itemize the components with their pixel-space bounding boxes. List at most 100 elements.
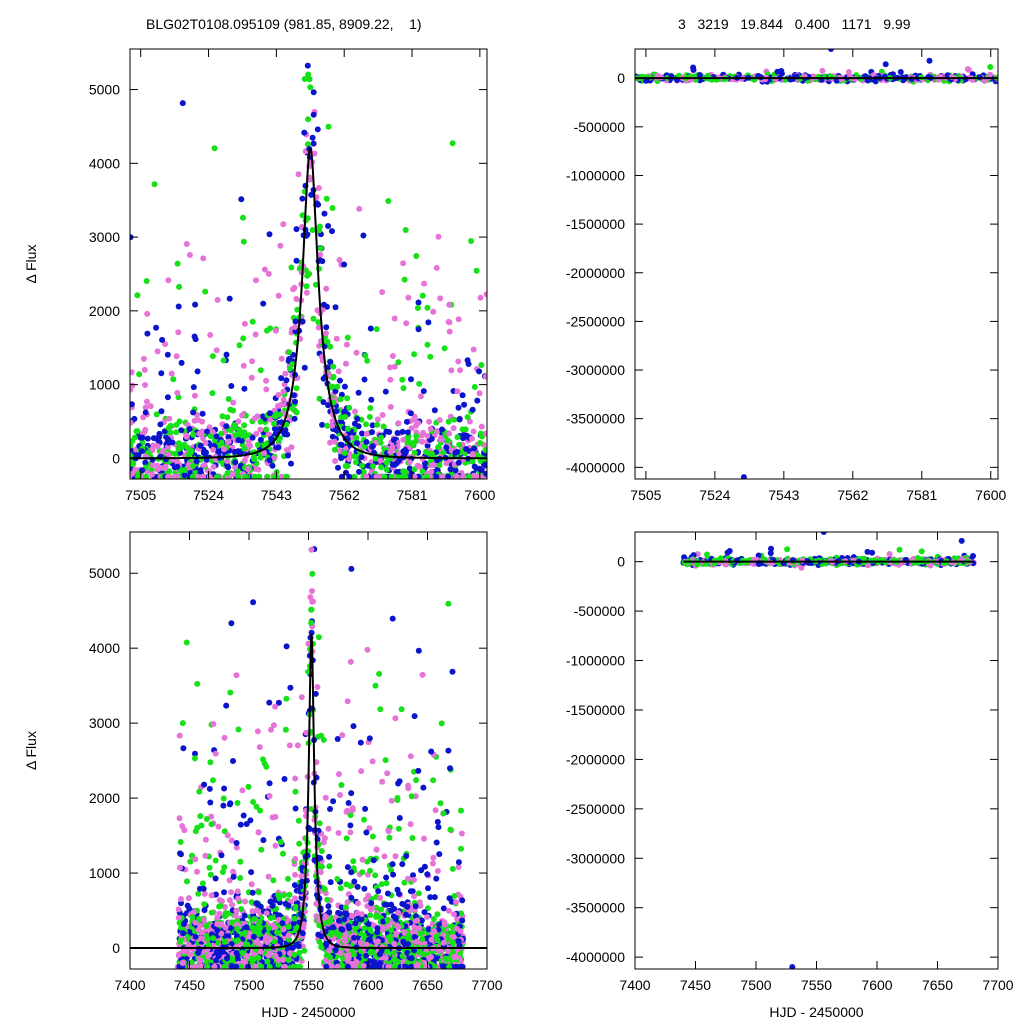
data-point — [183, 241, 190, 247]
data-point — [323, 324, 330, 331]
data-point — [290, 963, 297, 969]
data-point — [473, 267, 480, 274]
data-point — [469, 435, 475, 442]
data-point — [253, 430, 260, 437]
data-point — [409, 835, 416, 841]
data-point — [483, 291, 487, 298]
data-point — [343, 360, 349, 367]
y-tick-label: 5000 — [89, 565, 120, 581]
data-point — [353, 434, 360, 441]
data-point — [232, 912, 239, 919]
data-point — [229, 919, 236, 926]
data-point — [376, 951, 383, 958]
data-point — [330, 373, 337, 380]
data-point — [250, 933, 257, 940]
data-point — [440, 449, 447, 456]
data-point — [175, 329, 182, 336]
data-point — [292, 895, 298, 902]
data-point — [416, 925, 423, 932]
data-point — [197, 813, 204, 820]
data-point — [427, 425, 434, 432]
data-point — [450, 934, 457, 941]
data-point — [298, 694, 305, 701]
data-point — [411, 934, 418, 940]
data-point — [181, 467, 188, 473]
data-point — [287, 684, 294, 691]
data-point — [348, 869, 355, 876]
data-point — [690, 64, 697, 71]
data-point — [148, 466, 155, 473]
data-point — [312, 690, 319, 697]
data-point — [327, 343, 334, 350]
data-point — [207, 433, 214, 440]
data-point — [315, 227, 322, 234]
data-point — [160, 447, 167, 454]
data-point — [383, 874, 390, 881]
data-point — [406, 465, 413, 472]
data-point — [274, 929, 280, 936]
data-point — [215, 947, 222, 954]
data-point — [206, 951, 213, 958]
data-point — [287, 365, 293, 372]
panel-title-left: BLG02T0108.095109 (981.85, 8909.22, 1) — [146, 16, 422, 32]
data-point — [335, 830, 342, 836]
data-point — [190, 909, 197, 916]
data-point — [325, 825, 332, 832]
data-point — [237, 963, 244, 969]
data-point — [272, 842, 279, 849]
data-point — [367, 325, 374, 332]
data-point — [427, 353, 434, 360]
data-point — [227, 406, 234, 413]
data-point — [367, 867, 374, 874]
data-point — [483, 470, 487, 477]
data-point — [382, 388, 389, 395]
data-point — [380, 918, 387, 925]
x-tick-label: 7562 — [837, 487, 868, 503]
data-point — [408, 793, 415, 800]
data-point — [344, 463, 351, 469]
data-point — [222, 938, 229, 945]
data-point — [405, 294, 412, 301]
data-point — [424, 871, 431, 878]
data-point — [189, 473, 196, 479]
data-point — [482, 462, 487, 469]
data-point — [407, 753, 414, 760]
data-point — [239, 787, 246, 794]
data-point — [370, 963, 377, 969]
data-point — [130, 447, 134, 454]
data-point — [233, 907, 240, 914]
data-point — [379, 778, 386, 785]
data-point — [352, 459, 359, 466]
data-point — [455, 864, 462, 870]
data-point — [176, 864, 183, 871]
data-point — [242, 473, 249, 479]
data-point — [283, 377, 290, 384]
data-point — [242, 929, 249, 936]
data-point — [363, 421, 369, 428]
data-point — [170, 376, 177, 383]
data-point — [188, 448, 195, 454]
data-point — [482, 447, 487, 453]
data-point — [214, 921, 221, 928]
data-point — [408, 955, 415, 962]
y-axis-label: Δ Flux — [23, 731, 39, 770]
data-point — [897, 69, 904, 75]
data-point — [305, 75, 312, 82]
data-point — [249, 358, 256, 365]
data-point — [240, 238, 247, 245]
data-point — [237, 875, 244, 881]
data-point — [321, 210, 328, 217]
data-point — [332, 947, 339, 954]
data-point — [366, 735, 373, 742]
data-point — [147, 403, 154, 410]
data-point — [378, 434, 385, 441]
data-point — [224, 470, 231, 477]
data-point — [411, 351, 418, 358]
data-point — [254, 907, 261, 914]
data-point — [425, 926, 432, 933]
data-point — [330, 798, 337, 805]
data-point — [445, 418, 452, 425]
data-point — [354, 910, 361, 916]
y-tick-label: -2500000 — [566, 313, 625, 329]
data-point — [292, 318, 299, 325]
